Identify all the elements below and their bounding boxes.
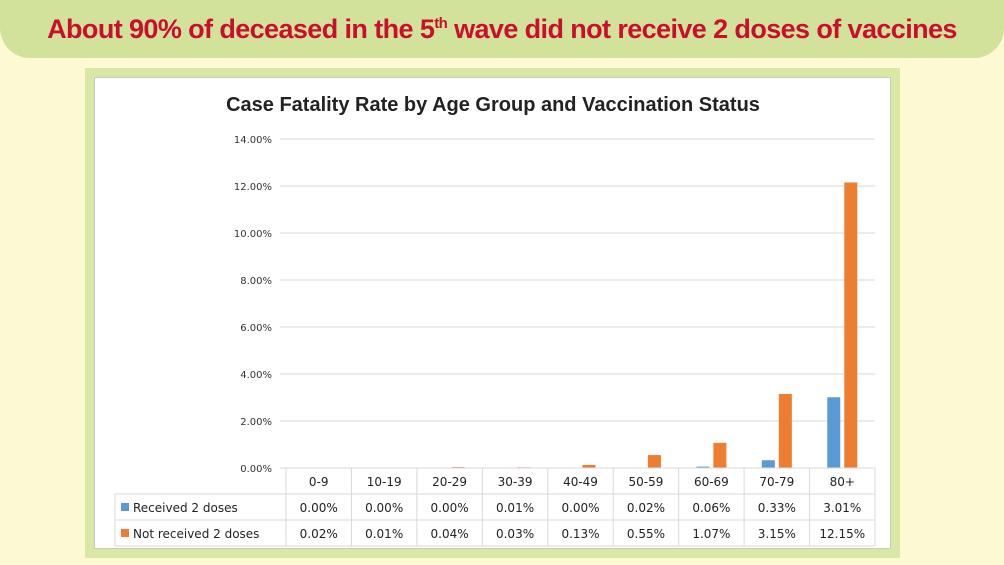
legend-key [121, 529, 129, 537]
headline-superscript: th [434, 14, 448, 32]
y-tick-label: 4.00% [240, 370, 272, 381]
y-tick-label: 6.00% [240, 323, 272, 334]
data-label: 0.00% [300, 501, 338, 515]
bar-received [827, 397, 841, 468]
legend-label: Received 2 doses [133, 501, 238, 515]
data-label: 0.13% [561, 527, 599, 541]
bar-not-received [844, 182, 858, 468]
chart-title: Case Fatality Rate by Age Group and Vacc… [226, 94, 760, 116]
y-tick-label: 2.00% [240, 417, 272, 428]
data-label: 0.55% [627, 527, 665, 541]
headline-banner: About 90% of deceased in the 5th wave di… [0, 0, 1004, 58]
data-label: 3.01% [823, 501, 861, 515]
bar-received [696, 466, 710, 468]
y-tick-label: 12.00% [234, 182, 272, 193]
bar-received [761, 460, 775, 468]
x-tick-label: 10-19 [367, 475, 402, 489]
data-label: 0.01% [496, 501, 534, 515]
x-tick-label: 0-9 [309, 475, 329, 489]
bar-not-received [713, 442, 727, 468]
headline-text-start: About 90% of deceased in the 5 [47, 13, 435, 44]
data-label: 1.07% [692, 527, 730, 541]
data-label: 0.03% [496, 527, 534, 541]
x-tick-label: 30-39 [498, 475, 533, 489]
data-label: 12.15% [819, 527, 865, 541]
x-tick-label: 70-79 [759, 475, 794, 489]
data-label: 0.04% [431, 527, 469, 541]
x-tick-label: 40-49 [563, 475, 598, 489]
chart-frame: Case Fatality Rate by Age Group and Vacc… [85, 68, 900, 558]
data-label: 0.02% [627, 501, 665, 515]
bar-chart: Case Fatality Rate by Age Group and Vacc… [114, 94, 876, 547]
data-label: 0.33% [758, 501, 796, 515]
bar-not-received [778, 393, 792, 468]
bar-not-received [582, 464, 596, 468]
y-tick-label: 14.00% [234, 135, 272, 146]
x-tick-label: 50-59 [629, 475, 664, 489]
data-label: 0.02% [300, 527, 338, 541]
headline: About 90% of deceased in the 5th wave di… [47, 14, 957, 45]
data-label: 0.00% [431, 501, 469, 515]
legend-key [121, 503, 129, 511]
legend-label: Not received 2 doses [133, 527, 259, 541]
y-tick-label: 0.00% [240, 464, 272, 475]
x-tick-label: 80+ [830, 475, 855, 489]
data-label: 0.01% [365, 527, 403, 541]
headline-text-end: wave did not receive 2 doses of vaccines [447, 13, 957, 44]
x-tick-label: 20-29 [432, 475, 467, 489]
data-label: 0.06% [692, 501, 730, 515]
chart-panel: Case Fatality Rate by Age Group and Vacc… [94, 77, 891, 549]
data-label: 0.00% [365, 501, 403, 515]
y-tick-label: 8.00% [240, 276, 272, 287]
y-tick-label: 10.00% [234, 229, 272, 240]
x-tick-label: 60-69 [694, 475, 729, 489]
data-label: 3.15% [758, 527, 796, 541]
bar-not-received [647, 455, 661, 468]
data-label: 0.00% [561, 501, 599, 515]
